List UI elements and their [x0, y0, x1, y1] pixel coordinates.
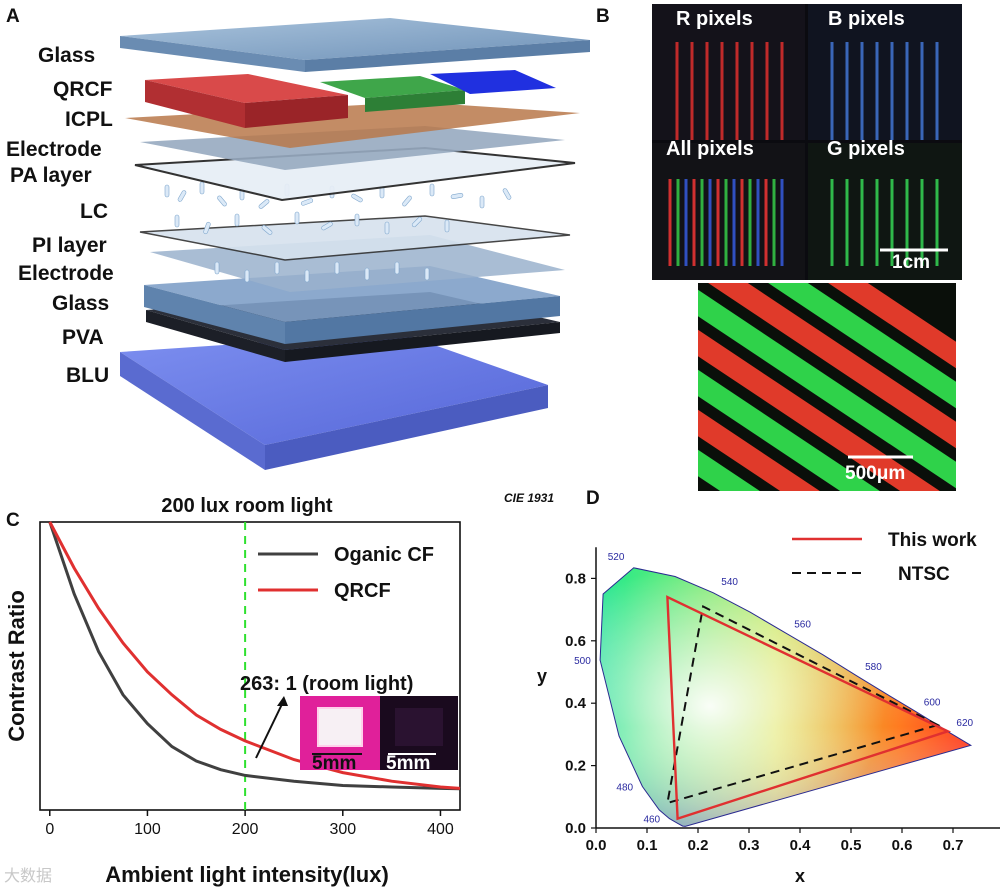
- panel-label-c: C: [6, 510, 20, 531]
- r-pixels-label: R pixels: [676, 8, 753, 30]
- d-y-tick-label-0: 0.0: [565, 820, 586, 837]
- wavelength-label-500: 500: [574, 656, 591, 667]
- layer-label-glass-top: Glass: [38, 44, 96, 67]
- all-pixels-photo: [652, 143, 805, 280]
- inset-photo-dark: [380, 696, 458, 770]
- d-y-tick-label-1: 0.2: [565, 758, 586, 775]
- annotation-arrow: [255, 699, 285, 759]
- wavelength-label-520: 520: [608, 552, 625, 563]
- b-pixels-label: B pixels: [828, 8, 905, 30]
- magnified-stripe-photo: [698, 283, 956, 491]
- inset-scale-label-2: 5mm: [386, 753, 430, 774]
- d-y-tick-label-2: 0.4: [565, 695, 587, 712]
- x-tick-label-0: 0: [45, 821, 54, 838]
- contrast-annotation: 263: 1 (room light): [240, 673, 413, 695]
- layer-label-qrcf: QRCF: [53, 78, 113, 101]
- d-x-tick-label-0: 0.0: [586, 837, 607, 854]
- layer-label-electrode-bottom: Electrode: [18, 262, 114, 285]
- layer-label-pva: PVA: [62, 326, 104, 349]
- r-pixels-photo: [652, 4, 805, 140]
- chart-c-frame: [39, 521, 461, 811]
- g-pixels-photo: [808, 143, 962, 280]
- cie-chromaticity-chart: CIE 1931 460 480 500 520 540 560 580 600 620 0.0…: [504, 491, 1000, 886]
- blu-layer: [120, 333, 548, 445]
- x-tick-label-2: 200: [232, 821, 259, 838]
- legend-label-this-work: This work: [888, 530, 977, 551]
- b-pixels-photo: [808, 4, 962, 140]
- chart-c-x-ticks: 0 100 200 300 400: [45, 810, 454, 838]
- qrcf-layer: [145, 70, 556, 128]
- chart-d-title: CIE 1931: [504, 491, 554, 505]
- chart-c-title: 200 lux room light: [161, 495, 332, 517]
- chart-d-y-ticks: 0.0 0.2 0.4 0.6 0.8: [565, 570, 596, 837]
- pi-layer: [139, 215, 571, 261]
- x-tick-label-4: 400: [427, 821, 454, 838]
- chart-d-x-ticks: 0.0 0.1 0.2 0.3 0.4 0.5 0.6 0.7: [586, 828, 964, 854]
- chart-d-ylabel: y: [537, 666, 547, 686]
- panel-label-b: B: [596, 6, 610, 27]
- legend-label-qrcf: QRCF: [334, 580, 391, 602]
- panel-label-a: A: [6, 6, 20, 27]
- chart-d-xlabel: x: [795, 866, 805, 886]
- layer-label-glass-bottom: Glass: [52, 292, 110, 315]
- inset-scale-label-1: 5mm: [312, 753, 356, 774]
- wavelength-label-480: 480: [616, 783, 633, 794]
- chart-c-ylabel: Contrast Ratio: [4, 590, 29, 742]
- layer-label-blu: BLU: [66, 364, 110, 387]
- wavelength-label-540: 540: [721, 577, 738, 588]
- wavelength-labels: 460 480 500 520 540 560 580 600 620: [574, 552, 973, 826]
- d-x-tick-label-4: 0.4: [790, 837, 812, 854]
- scale-label-500um: 500μm: [845, 463, 906, 484]
- wavelength-label-600: 600: [924, 698, 941, 709]
- d-y-tick-label-4: 0.8: [565, 570, 586, 587]
- legend-label-organic-cf: Oganic CF: [334, 544, 434, 566]
- chart-c-xlabel: Ambient light intensity(lux): [105, 862, 389, 887]
- wavelength-label-560: 560: [794, 619, 811, 630]
- legend-label-ntsc: NTSC: [898, 564, 950, 585]
- g-pixels-label: G pixels: [827, 138, 905, 160]
- annotation-arrowhead: [277, 696, 288, 706]
- d-y-tick-label-3: 0.6: [565, 633, 586, 650]
- layer-label-pi: PI layer: [32, 234, 107, 257]
- panel-label-d: D: [586, 488, 600, 509]
- scale-label-1cm: 1cm: [892, 252, 931, 273]
- d-x-tick-label-3: 0.3: [739, 837, 760, 854]
- layer-label-icpl: ICPL: [65, 108, 113, 131]
- all-pixels-label: All pixels: [666, 138, 754, 160]
- series-line-qrcf: [48, 521, 461, 790]
- pixel-photo-grid: [652, 4, 962, 280]
- layer-label-lc: LC: [80, 200, 108, 223]
- series-triangle-ntsc: [666, 605, 941, 805]
- layer-label-electrode-top: Electrode: [6, 138, 102, 161]
- lcd-stack-illustration: [120, 18, 590, 470]
- d-x-tick-label-2: 0.2: [688, 837, 709, 854]
- d-x-tick-label-7: 0.7: [943, 837, 964, 854]
- glass-top-layer: [120, 18, 590, 60]
- wavelength-label-460: 460: [643, 815, 660, 826]
- d-x-tick-label-1: 0.1: [637, 837, 658, 854]
- layer-label-pa: PA layer: [10, 164, 92, 187]
- x-tick-label-1: 100: [134, 821, 161, 838]
- x-tick-label-3: 300: [329, 821, 356, 838]
- series-triangle-this-work: [666, 595, 952, 821]
- inset-photo-bright: [300, 696, 380, 770]
- watermark: 大数据: [4, 866, 53, 885]
- contrast-ratio-chart: 200 lux room light 0 100 200 300 400 Ambient…: [4, 495, 461, 887]
- spectral-locus-outline: [599, 567, 973, 827]
- wavelength-label-620: 620: [956, 718, 973, 729]
- d-x-tick-label-6: 0.6: [892, 837, 913, 854]
- wavelength-label-580: 580: [865, 662, 882, 673]
- series-line-organic-cf: [48, 521, 461, 791]
- d-x-tick-label-5: 0.5: [841, 837, 862, 854]
